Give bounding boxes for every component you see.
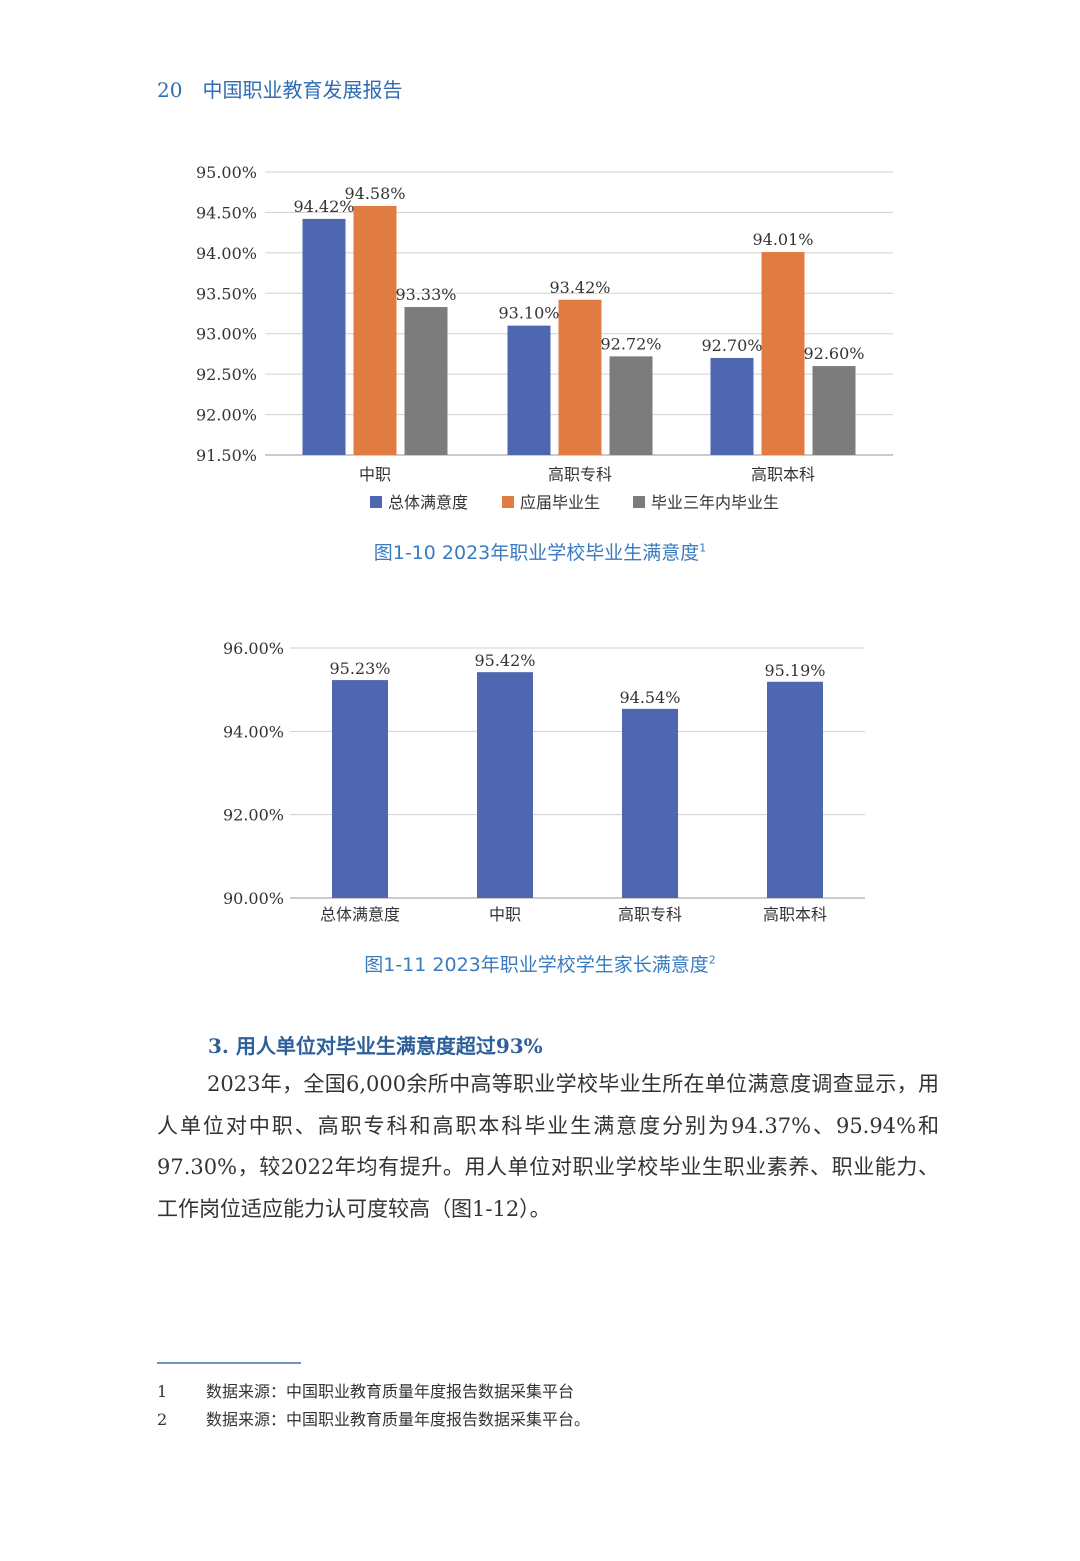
- y-tick-label: 96.00%: [223, 639, 284, 658]
- page-number: 20: [157, 78, 183, 102]
- bar: [558, 299, 602, 455]
- legend-swatch: [370, 496, 382, 508]
- data-label: 92.70%: [701, 336, 762, 355]
- legend-label: 总体满意度: [388, 493, 468, 512]
- x-tick-label: 总体满意度: [320, 905, 400, 924]
- bar: [609, 356, 653, 455]
- y-tick-label: 95.00%: [196, 163, 257, 182]
- bar: [404, 307, 448, 455]
- y-tick-label: 92.00%: [223, 806, 284, 825]
- data-label: 95.19%: [764, 661, 825, 680]
- y-tick-label: 90.00%: [223, 889, 284, 908]
- data-label: 95.23%: [329, 659, 390, 678]
- y-tick-label: 92.00%: [196, 406, 257, 425]
- section-heading: 3. 用人单位对毕业生满意度超过93%: [208, 1034, 543, 1058]
- caption-text: 图1-10 2023年职业学校毕业生满意度: [373, 542, 700, 564]
- x-tick-label: 中职: [359, 465, 391, 484]
- y-tick-label: 93.00%: [196, 325, 257, 344]
- bar: [710, 357, 754, 455]
- x-tick-label: 高职专科: [618, 905, 682, 924]
- data-label: 92.72%: [600, 334, 661, 353]
- footnote-divider: [157, 1362, 301, 1364]
- data-label: 94.54%: [619, 688, 680, 707]
- y-tick-label: 94.50%: [196, 203, 257, 222]
- body-paragraph: 2023年，全国6,000余所中高等职业学校毕业生所在单位满意度调查显示，用人单…: [157, 1072, 939, 1221]
- x-tick-label: 高职本科: [763, 905, 827, 924]
- chart-graduate-satisfaction: 95.00% 94.50% 94.00% 93.50% 93.00% 92.50% 92.0…: [196, 163, 893, 512]
- figure-caption-1-11: 图1-11 2023年职业学校学生家长满意度2: [0, 950, 1080, 977]
- running-header: 20 中国职业教育发展报告: [157, 74, 422, 103]
- data-label: 95.42%: [474, 651, 535, 670]
- footnote-text: 数据来源：中国职业教育质量年度报告数据采集平台。: [206, 1410, 591, 1429]
- y-tick-label: 92.50%: [196, 365, 257, 384]
- report-title: 中国职业教育发展报告: [202, 78, 403, 102]
- bar: [507, 325, 551, 455]
- data-label: 92.60%: [803, 344, 864, 363]
- bar: [332, 680, 388, 898]
- y-tick-label: 94.00%: [223, 722, 284, 741]
- legend-label: 应届毕业生: [520, 493, 600, 512]
- legend-swatch: [633, 496, 645, 508]
- footnote-ref: 1: [699, 541, 707, 555]
- bar: [761, 252, 805, 455]
- x-tick-label: 中职: [489, 905, 521, 924]
- bar: [477, 672, 533, 898]
- x-tick-label: 高职本科: [751, 465, 815, 484]
- bar: [353, 205, 397, 455]
- bar: [767, 681, 823, 898]
- bar: [302, 218, 346, 455]
- y-tick-label: 94.00%: [196, 244, 257, 263]
- y-tick-label: 91.50%: [196, 446, 257, 465]
- footnote-ref: 2: [708, 953, 716, 967]
- footnote-number: 2: [157, 1410, 168, 1429]
- footnote-1: 1 数据来源：中国职业教育质量年度报告数据采集平台: [157, 1378, 574, 1402]
- data-label: 93.33%: [395, 285, 456, 304]
- legend-label: 毕业三年内毕业生: [651, 493, 779, 512]
- bar: [622, 708, 678, 898]
- footnote-2: 2 数据来源：中国职业教育质量年度报告数据采集平台。: [157, 1406, 590, 1430]
- data-label: 94.01%: [752, 230, 813, 249]
- footnote-text: 数据来源：中国职业教育质量年度报告数据采集平台: [206, 1382, 575, 1401]
- bar: [812, 366, 856, 455]
- x-tick-label: 高职专科: [548, 465, 612, 484]
- figure-caption-1-10: 图1-10 2023年职业学校毕业生满意度1: [0, 538, 1080, 565]
- legend-swatch: [502, 496, 514, 508]
- caption-text: 图1-11 2023年职业学校学生家长满意度: [364, 954, 709, 976]
- data-label: 93.42%: [549, 278, 610, 297]
- data-label: 94.58%: [344, 184, 405, 203]
- data-label: 94.42%: [293, 197, 354, 216]
- y-tick-label: 93.50%: [196, 284, 257, 303]
- chart-parent-satisfaction: 96.00% 94.00% 92.00% 90.00% 95.23% 总体满意度 95.42…: [223, 639, 865, 924]
- data-label: 93.10%: [498, 304, 559, 323]
- footnote-number: 1: [157, 1382, 168, 1401]
